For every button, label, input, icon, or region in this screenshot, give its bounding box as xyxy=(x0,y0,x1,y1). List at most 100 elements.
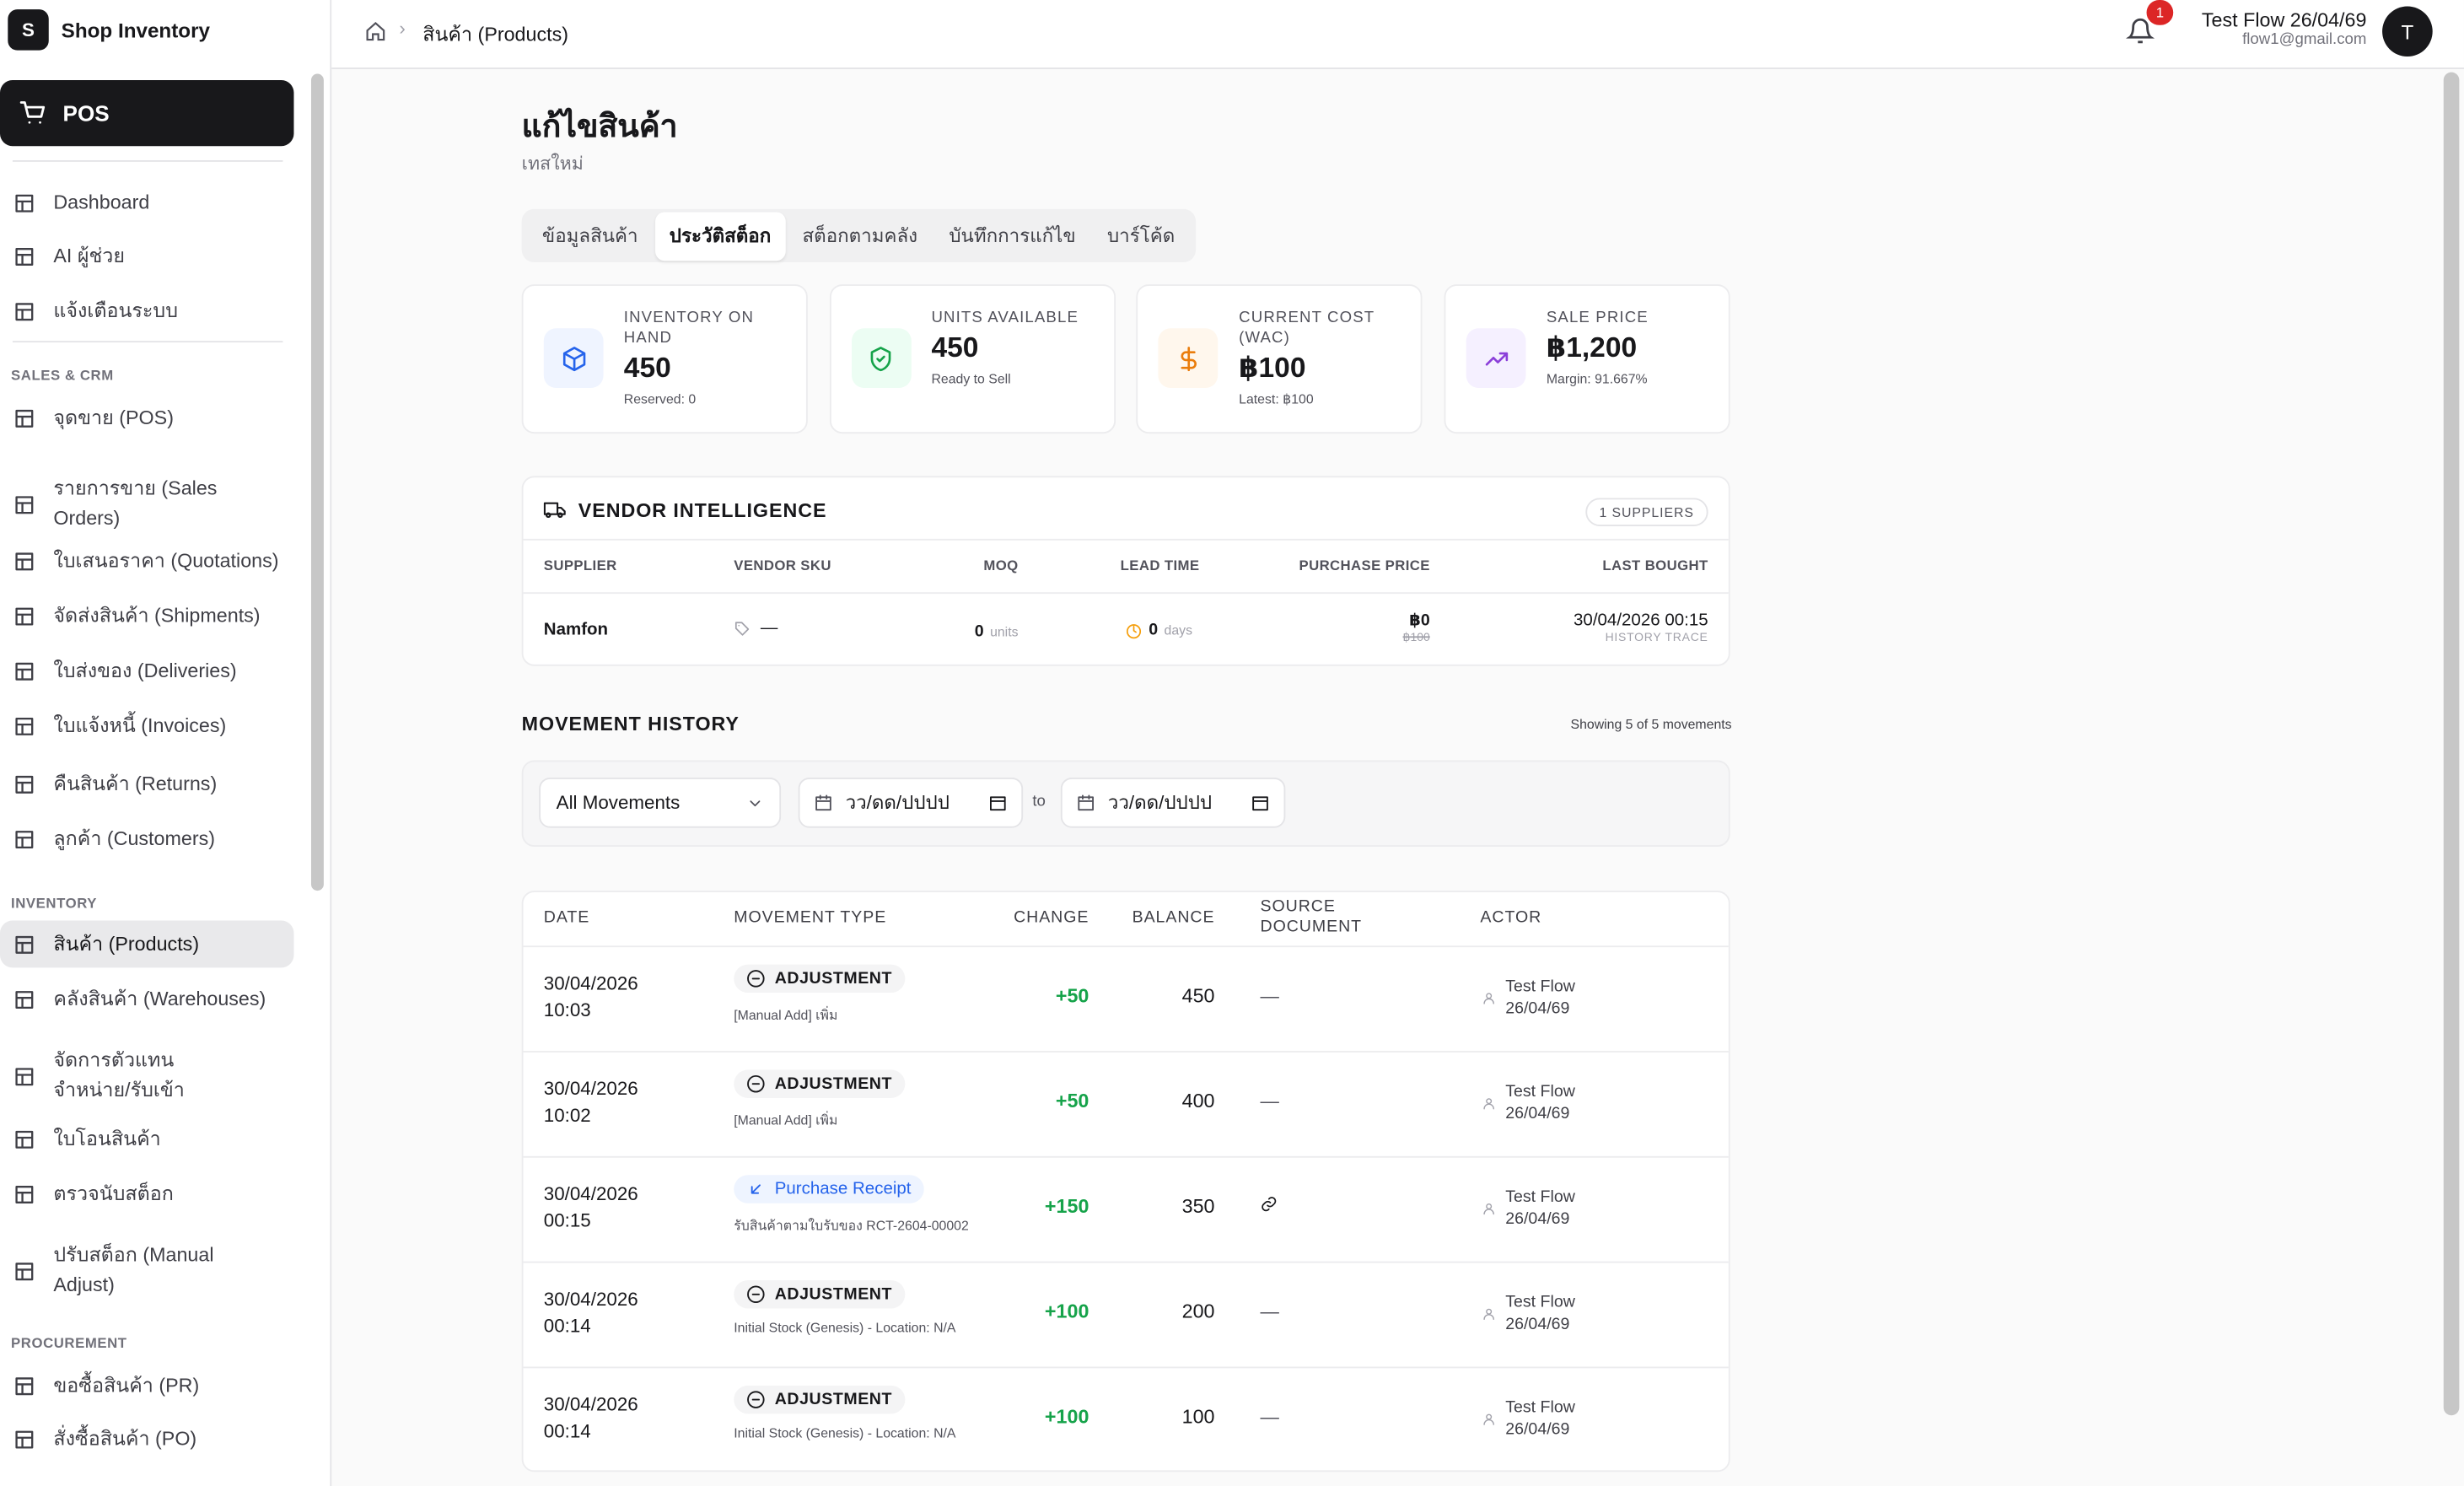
nav-label: ใบส่งของ (Deliveries) xyxy=(53,659,237,681)
icon xyxy=(13,191,36,214)
nav-item[interactable]: AI ผู้ช่วย xyxy=(0,234,293,281)
stat-note: Reserved: 0 xyxy=(623,390,697,407)
user-name: Test Flow 26/04/69 xyxy=(2201,9,2367,32)
type-label: ADJUSTMENT xyxy=(774,1074,893,1094)
row-divider xyxy=(523,1155,1729,1158)
tab[interactable]: บาร์โค้ด xyxy=(1106,223,1176,246)
breadcrumb[interactable]: สินค้า (Products) xyxy=(422,23,569,46)
divider xyxy=(12,159,283,162)
user-info[interactable]: Test Flow 26/04/69 flow1@gmail.com xyxy=(2202,9,2367,49)
icon-svg xyxy=(15,408,34,427)
section-title: SALES & CRM xyxy=(11,367,114,384)
nav-item[interactable]: จัดส่งสินค้า (Shipments) xyxy=(0,592,293,639)
type-badge: ADJUSTMENT xyxy=(734,1385,905,1414)
nav-item[interactable]: สินค้า (Products) xyxy=(0,920,294,968)
stat-card: SALE PRICE ฿1,200 Margin: 91.667% xyxy=(1444,284,1730,434)
notification-badge: 1 xyxy=(2146,0,2174,25)
stat-text: UNITS AVAILABLE 450 Ready to Sell xyxy=(931,308,1104,386)
nav-item[interactable]: ขอซื้อสินค้า (PR) xyxy=(0,1362,293,1409)
icon xyxy=(1482,1202,1496,1216)
history-trace[interactable]: HISTORY TRACE xyxy=(1605,629,1708,644)
nav-label: จัดส่งสินค้า (Shipments) xyxy=(53,604,261,627)
tab[interactable]: ประวัติสต็อก xyxy=(655,211,786,261)
icon xyxy=(746,794,763,811)
movement-type: ADJUSTMENT [Manual Add] เพิ่ม xyxy=(734,964,905,1026)
actor: Test Flow 26/04/69 xyxy=(1505,1397,1575,1439)
balance: 200 xyxy=(1181,1300,1215,1323)
date-placeholder: วว/ดด/ปปปป xyxy=(1107,790,1213,813)
nav-item[interactable]: รายการขาย (Sales Orders) xyxy=(0,471,293,537)
tab[interactable]: บันทึกการแก้ไข xyxy=(949,223,1076,246)
row-divider xyxy=(523,945,1729,948)
date-input[interactable]: วว/ดด/ปปปป xyxy=(798,777,1024,828)
balance: 450 xyxy=(1181,984,1215,1007)
icon xyxy=(1482,991,1496,1005)
nav-item[interactable]: ตรวจนับสต็อก xyxy=(0,1171,293,1218)
actor: Test Flow 26/04/69 xyxy=(1505,1292,1575,1333)
icon-svg xyxy=(543,502,566,519)
movement-filter[interactable]: All Movements xyxy=(539,777,782,828)
type-label: Purchase Receipt xyxy=(774,1179,912,1199)
column-header: SUPPLIER xyxy=(543,557,617,573)
nav-item[interactable]: จัดการตัวแทนจำหน่าย/รับเข้า xyxy=(0,1043,293,1109)
type-note: Initial Stock (Genesis) - Location: N/A xyxy=(734,1424,956,1441)
tab[interactable]: ข้อมูลสินค้า xyxy=(541,223,638,246)
icon xyxy=(746,1180,765,1198)
change: +100 xyxy=(1044,1300,1089,1323)
nav-item[interactable]: ปรับสต็อก (Manual Adjust) xyxy=(0,1238,293,1304)
column-header: BALANCE xyxy=(1132,907,1215,927)
nav-item[interactable]: คืนสินค้า (Returns) xyxy=(0,760,293,807)
sidebar: S Shop Inventory POS Dashboard AI ผู้ช่วยแ… xyxy=(0,0,332,1486)
icon-svg xyxy=(15,552,34,570)
icon-svg xyxy=(15,495,34,514)
supplier[interactable]: Namfon xyxy=(543,620,609,640)
moq-unit: units xyxy=(990,623,1019,640)
date-input[interactable]: วว/ดด/ปปปป xyxy=(1060,777,1286,828)
nav-item[interactable]: ลูกค้า (Customers) xyxy=(0,816,293,863)
bell-icon[interactable] xyxy=(2126,17,2155,46)
icon xyxy=(543,499,566,521)
icon xyxy=(13,1127,36,1150)
column-header: VENDOR SKU xyxy=(734,557,831,573)
icon-svg xyxy=(1483,993,1494,1004)
icon-svg xyxy=(747,970,765,988)
vendor-card: VENDOR INTELLIGENCE 1 SUPPLIERS SUPPLIER VE… xyxy=(521,476,1730,666)
pos-label: POS xyxy=(62,100,110,127)
nav-label: แจ้งเตือนระบบ xyxy=(53,299,179,321)
icon-svg xyxy=(1127,623,1141,638)
stat-text: INVENTORY ON HAND 450 Reserved: 0 xyxy=(624,308,797,406)
icon xyxy=(13,827,36,851)
column-header: LEAD TIME xyxy=(1120,557,1200,573)
tab[interactable]: สต็อกตามคลัง xyxy=(802,223,918,246)
home-icon[interactable] xyxy=(364,20,386,42)
nav-item[interactable]: แจ้งเตือนระบบ xyxy=(0,288,293,335)
nav-item[interactable]: จุดขาย (POS) xyxy=(0,395,293,442)
filter-value: All Movements xyxy=(556,791,681,814)
nav-item[interactable]: ใบโอนสินค้า xyxy=(0,1115,293,1162)
icon xyxy=(746,1074,765,1093)
nav-item[interactable]: คลังสินค้า (Warehouses) xyxy=(0,976,293,1023)
icon xyxy=(1482,1412,1496,1426)
icon-svg xyxy=(15,1067,34,1085)
nav-item[interactable]: สั่งซื้อสินค้า (PO) xyxy=(0,1415,293,1462)
source: — xyxy=(1260,1406,1279,1429)
type-label: ADJUSTMENT xyxy=(774,1390,893,1409)
stat-note: Ready to Sell xyxy=(931,370,1011,387)
icon-svg xyxy=(15,193,34,212)
icon xyxy=(13,1064,36,1088)
brand[interactable]: S Shop Inventory xyxy=(0,0,338,60)
nav-item[interactable]: ใบเสนอราคา (Quotations) xyxy=(0,537,293,584)
icon xyxy=(746,969,765,988)
pos-button[interactable]: POS xyxy=(0,79,294,147)
icon-svg xyxy=(750,1184,761,1194)
column-header: CHANGE xyxy=(1014,907,1089,927)
type-badge: Purchase Receipt xyxy=(734,1175,924,1203)
nav-item[interactable]: ใบแจ้งหนี้ (Invoices) xyxy=(0,703,293,750)
stat-label: SALE PRICE xyxy=(1546,309,1649,327)
nav-item[interactable]: ใบส่งของ (Deliveries) xyxy=(0,647,293,694)
icon-svg xyxy=(15,830,34,848)
vendor-title: VENDOR INTELLIGENCE xyxy=(578,499,827,522)
avatar[interactable]: T xyxy=(2382,6,2433,57)
nav-item[interactable]: Dashboard xyxy=(0,179,293,226)
nav-label: ลูกค้า (Customers) xyxy=(53,826,216,849)
